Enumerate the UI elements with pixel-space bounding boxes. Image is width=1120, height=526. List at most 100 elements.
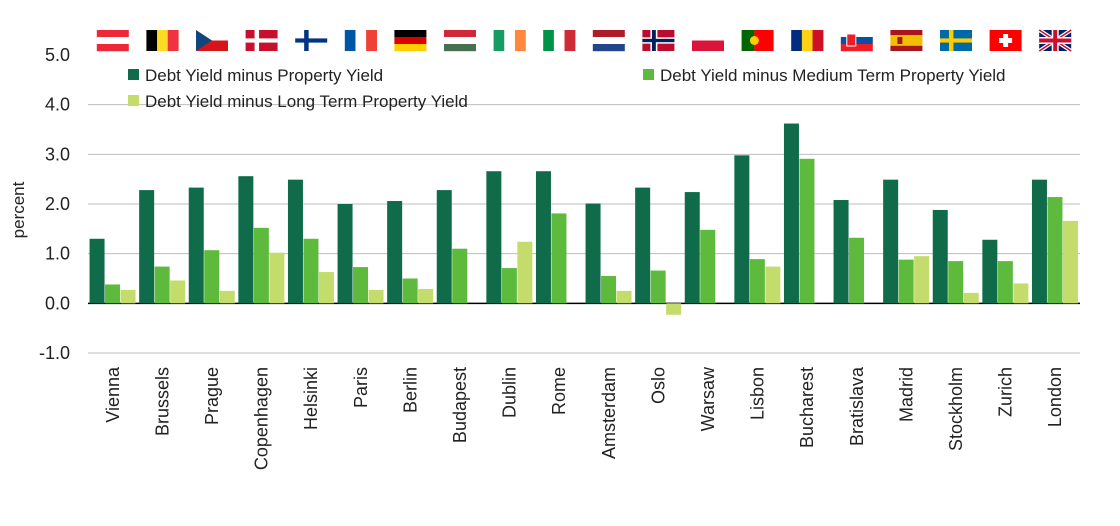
legend: Debt Yield minus Property Yield Debt Yiel… bbox=[128, 66, 1006, 111]
x-category-label: Vienna bbox=[103, 366, 123, 423]
x-category-label: Stockholm bbox=[946, 367, 966, 451]
x-category-label: Berlin bbox=[400, 367, 420, 413]
bar bbox=[204, 250, 220, 304]
legend-label: Debt Yield minus Long Term Property Yiel… bbox=[145, 92, 468, 111]
bar bbox=[105, 284, 121, 304]
bar bbox=[982, 239, 998, 304]
legend-swatch bbox=[643, 69, 654, 80]
bar bbox=[418, 288, 434, 304]
bar bbox=[238, 176, 254, 304]
x-category-label: Zurich bbox=[996, 367, 1016, 417]
flag-germany bbox=[394, 30, 427, 52]
flag-italy bbox=[543, 30, 576, 51]
bar bbox=[833, 200, 849, 304]
x-category-label: Brussels bbox=[152, 367, 172, 436]
bar bbox=[139, 190, 155, 304]
bar bbox=[368, 289, 384, 304]
x-category-label: Oslo bbox=[648, 367, 668, 404]
flag-netherlands bbox=[592, 30, 625, 52]
x-category-label: Copenhagen bbox=[252, 367, 272, 470]
bar bbox=[452, 248, 468, 304]
y-tick-label: 0.0 bbox=[45, 293, 70, 313]
bar bbox=[219, 290, 235, 304]
x-category-label: Helsinki bbox=[301, 367, 321, 430]
x-category-label: Warsaw bbox=[698, 366, 718, 431]
y-tick-label: -1.0 bbox=[39, 343, 70, 363]
bar bbox=[601, 276, 617, 304]
bar bbox=[120, 289, 136, 304]
bar bbox=[1031, 179, 1047, 304]
bar bbox=[635, 187, 651, 304]
legend-label: Debt Yield minus Property Yield bbox=[145, 66, 383, 85]
flag-switzerland bbox=[989, 30, 1022, 51]
bar bbox=[932, 209, 948, 304]
x-category-label: Amsterdam bbox=[599, 367, 619, 459]
y-tick-label: 4.0 bbox=[45, 95, 70, 115]
bar bbox=[501, 268, 517, 304]
x-category-label: Prague bbox=[202, 367, 222, 425]
y-tick-label: 3.0 bbox=[45, 144, 70, 164]
bar bbox=[749, 259, 765, 304]
bar bbox=[650, 270, 666, 304]
x-category-label: Bucharest bbox=[797, 367, 817, 448]
flag-hungary bbox=[444, 30, 476, 52]
bar bbox=[402, 278, 418, 304]
x-axis-categories: Vienna Brussels Prague Copenhagen Helsinki Pa… bbox=[103, 366, 1065, 470]
legend-label: Debt Yield minus Medium Term Property Yi… bbox=[660, 66, 1006, 85]
flag-belgium bbox=[146, 30, 179, 51]
legend-swatch bbox=[128, 69, 139, 80]
bar bbox=[666, 303, 682, 315]
bar bbox=[486, 171, 502, 304]
flag-sweden bbox=[940, 30, 972, 51]
bar bbox=[1013, 283, 1029, 304]
flag-row bbox=[96, 28, 1073, 53]
flag-france bbox=[344, 30, 377, 51]
x-category-label: Budapest bbox=[450, 367, 470, 443]
bar bbox=[997, 261, 1013, 304]
bar bbox=[551, 213, 567, 304]
bar bbox=[318, 272, 334, 304]
x-category-label: Lisbon bbox=[748, 367, 768, 420]
bar bbox=[883, 179, 899, 304]
gridlines bbox=[88, 104, 1080, 354]
bar bbox=[914, 256, 930, 304]
x-category-label: Bratislava bbox=[847, 366, 867, 446]
bar bbox=[849, 237, 865, 304]
flag-finland bbox=[295, 30, 328, 51]
bar bbox=[898, 259, 914, 304]
bar bbox=[1047, 197, 1063, 304]
bar bbox=[253, 227, 269, 304]
flag-united-kingdom bbox=[1038, 28, 1073, 53]
x-category-label: Dublin bbox=[500, 367, 520, 418]
bar bbox=[684, 192, 700, 304]
y-tick-label: 5.0 bbox=[45, 45, 70, 65]
y-axis-ticks: 5.0 4.0 3.0 2.0 1.0 0.0 -1.0 bbox=[39, 45, 70, 363]
bar bbox=[963, 292, 979, 304]
x-category-label: Rome bbox=[549, 367, 569, 415]
bar bbox=[616, 290, 632, 304]
bar bbox=[269, 252, 285, 304]
y-axis-title: percent bbox=[9, 181, 28, 238]
x-category-label: London bbox=[1045, 367, 1065, 427]
bar bbox=[783, 123, 799, 304]
bar bbox=[154, 266, 170, 304]
bar bbox=[337, 204, 353, 304]
flag-norway bbox=[642, 30, 675, 51]
flag-ireland bbox=[493, 30, 526, 51]
bar bbox=[188, 187, 204, 304]
bar bbox=[287, 179, 303, 304]
bar bbox=[585, 203, 601, 304]
bar bbox=[436, 190, 452, 304]
bar bbox=[734, 155, 750, 304]
y-tick-label: 2.0 bbox=[45, 194, 70, 214]
bar bbox=[1062, 220, 1078, 304]
bar bbox=[700, 229, 716, 304]
flag-denmark bbox=[245, 30, 278, 51]
bar bbox=[517, 241, 533, 304]
bar bbox=[535, 171, 551, 304]
bar bbox=[353, 267, 369, 304]
bar bbox=[948, 261, 964, 304]
flag-austria bbox=[96, 30, 129, 52]
bar bbox=[170, 280, 186, 304]
